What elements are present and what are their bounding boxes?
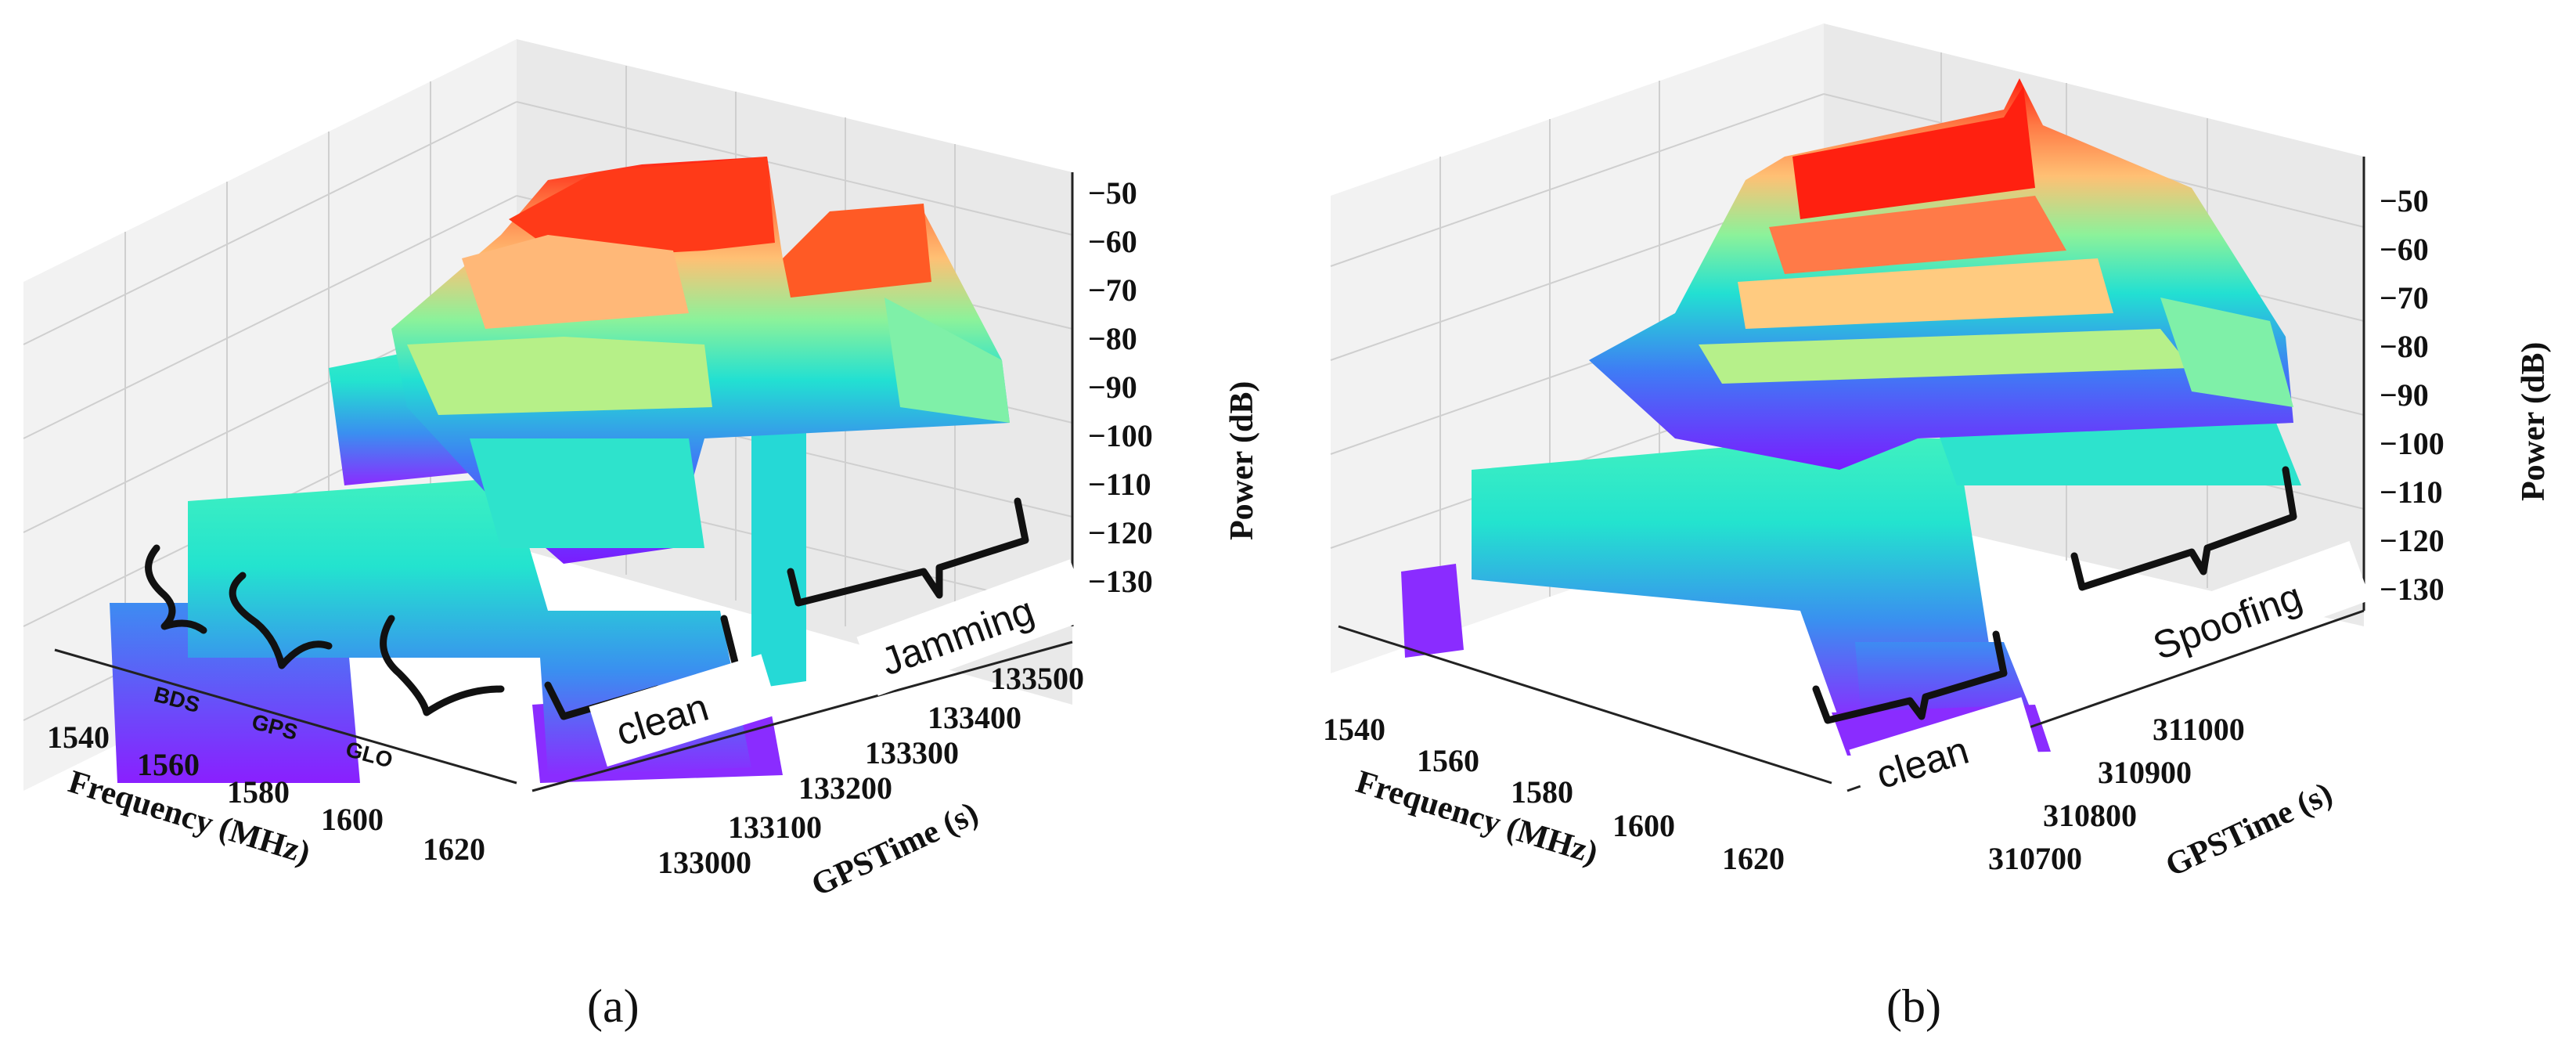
z-ticks-a: −50 −60 −70 −80 −90 −100 −110 −120 −130 — [1088, 175, 1153, 599]
y-tick: 133500 — [990, 661, 1084, 696]
y-tick: 133300 — [865, 735, 959, 770]
x-tick: 1600 — [1612, 808, 1675, 843]
z-axis-title-b: Power (dB) — [2516, 342, 2552, 501]
x-axis-a — [54, 648, 517, 785]
y-tick: 133000 — [658, 845, 751, 880]
y-tick: 310800 — [2043, 798, 2137, 833]
x-tick: 1620 — [1722, 841, 1785, 876]
y-tick: 133100 — [728, 810, 822, 845]
z-tick: −60 — [2380, 232, 2429, 267]
z-tick: −100 — [1088, 418, 1153, 453]
panel-a: −50 −60 −70 −80 −90 −100 −110 −120 −130 … — [23, 39, 1260, 1032]
surface-b — [1401, 78, 2301, 756]
z-tick: −70 — [2380, 280, 2429, 316]
z-tick: −120 — [1088, 515, 1153, 550]
y-ticks-b: 310700 310800 310900 311000 — [1988, 712, 2245, 876]
x-tick: 1560 — [137, 747, 200, 782]
z-tick: −70 — [1088, 272, 1137, 308]
spoofing-brace — [2070, 466, 2297, 591]
y-axis-a — [531, 640, 1073, 792]
x-axis-b — [1338, 625, 1832, 785]
jamming-brace — [787, 497, 1029, 607]
z-tick: −120 — [2380, 523, 2444, 558]
z-tick: −110 — [2380, 474, 2443, 510]
y-ticks-a: 133000 133100 133200 133300 133400 13350… — [658, 661, 1084, 880]
z-axis-title-a: Power (dB) — [1224, 381, 1260, 540]
y-tick: 311000 — [2153, 712, 2245, 747]
y-axis-title-a: GPSTime (s) — [806, 795, 984, 904]
x-tick: 1580 — [227, 774, 290, 810]
x-tick: 1560 — [1417, 743, 1479, 778]
band-braces — [145, 544, 505, 716]
x-ticks-b: 1540 1560 1580 1600 1620 — [1323, 712, 1785, 876]
x-tick: 1540 — [47, 720, 110, 755]
z-tick: −60 — [1088, 224, 1137, 259]
surface-a — [110, 157, 1010, 783]
panel-b: −50 −60 −70 −80 −90 −100 −110 −120 −130 … — [1323, 23, 2552, 1032]
y-tick: 133200 — [798, 770, 892, 806]
y-tick: 310700 — [1988, 841, 2082, 876]
z-tick: −100 — [2380, 426, 2444, 461]
z-tick: −50 — [2380, 183, 2429, 218]
z-tick: −80 — [2380, 329, 2429, 364]
x-tick: 1540 — [1323, 712, 1385, 747]
z-tick: −90 — [2380, 377, 2429, 413]
x-ticks-a: 1540 1560 1580 1600 1620 — [47, 720, 485, 867]
z-tick: −90 — [1088, 370, 1137, 405]
clean-box-b: clean — [1849, 697, 2040, 810]
z-tick: −130 — [1088, 564, 1153, 599]
caption-b: (b) — [1886, 980, 1941, 1032]
y-tick: 310900 — [2098, 755, 2192, 790]
x-tick: 1620 — [423, 832, 485, 867]
y-axis-title-b: GPSTime (s) — [2160, 776, 2338, 884]
z-ticks-b: −50 −60 −70 −80 −90 −100 −110 −120 −130 — [2380, 183, 2444, 607]
clean-brace-b — [1812, 630, 2008, 724]
x-tick: 1580 — [1511, 774, 1573, 810]
caption-a: (a) — [587, 980, 639, 1032]
z-tick: −130 — [2380, 572, 2444, 607]
y-tick: 133400 — [928, 700, 1021, 735]
z-tick: −50 — [1088, 175, 1137, 211]
z-tick: −80 — [1088, 321, 1137, 356]
z-tick: −110 — [1088, 467, 1151, 502]
x-tick: 1600 — [321, 802, 384, 837]
